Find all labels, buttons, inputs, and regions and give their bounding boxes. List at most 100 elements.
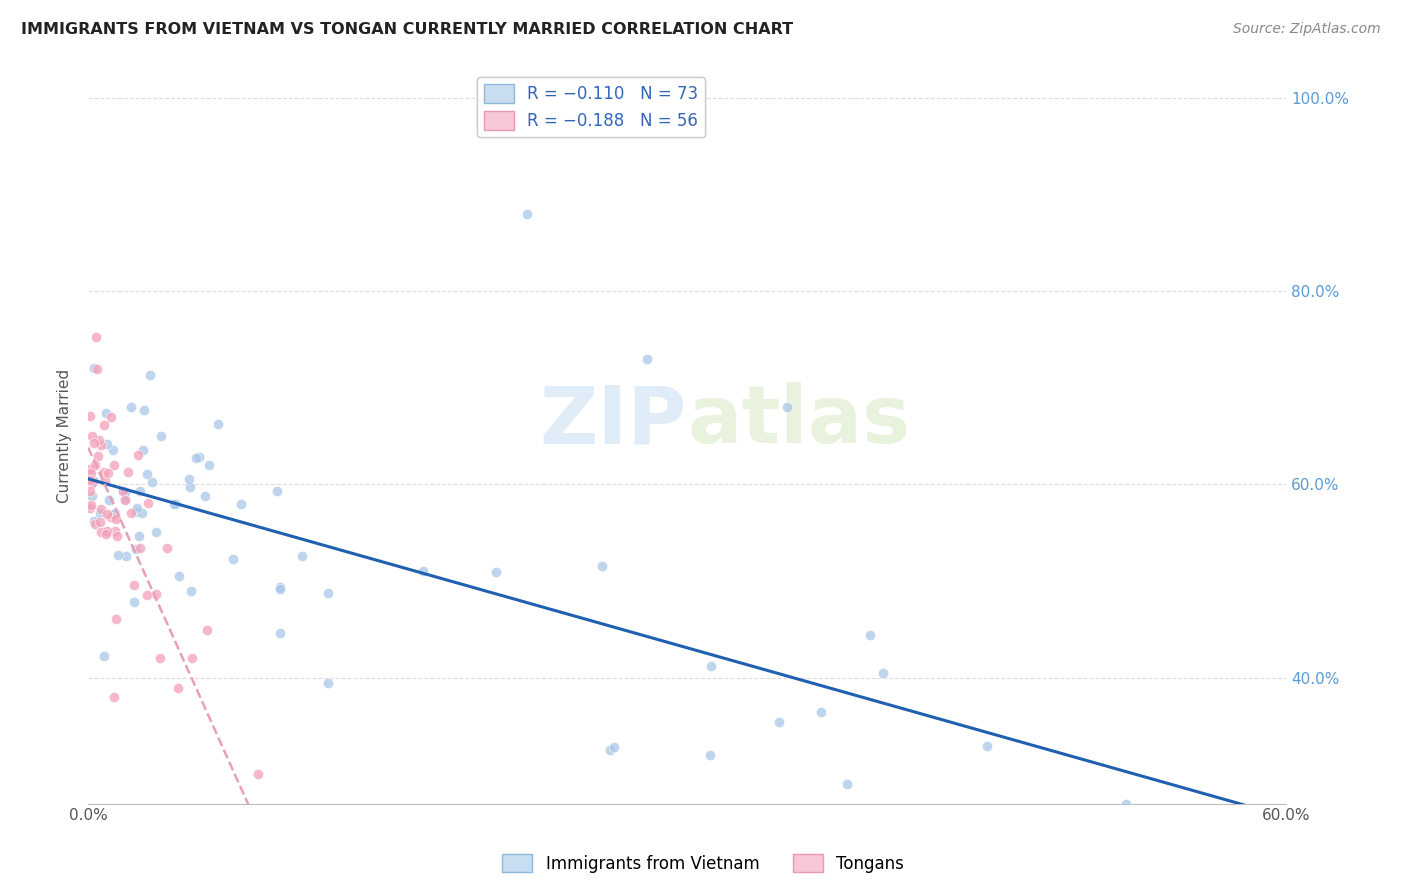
Point	[131, 506, 153, 520]
Point	[82, 476, 104, 491]
Point	[145, 525, 167, 540]
Point	[179, 472, 201, 486]
Point	[1130, 809, 1153, 823]
Text: Source: ZipAtlas.com: Source: ZipAtlas.com	[1233, 22, 1381, 37]
Point	[207, 417, 229, 431]
Point	[98, 492, 121, 507]
Point	[269, 581, 291, 595]
Point	[80, 499, 103, 513]
Point	[125, 504, 148, 518]
Point	[93, 418, 115, 433]
Point	[859, 627, 882, 641]
Point	[103, 458, 125, 472]
Point	[104, 524, 127, 538]
Point	[107, 549, 129, 563]
Point	[1140, 830, 1163, 844]
Point	[636, 351, 658, 366]
Point	[269, 582, 291, 596]
Point	[79, 409, 101, 423]
Point	[114, 491, 136, 506]
Point	[141, 475, 163, 489]
Point	[485, 565, 508, 579]
Point	[810, 705, 832, 719]
Point	[104, 612, 127, 626]
Point	[145, 587, 167, 601]
Point	[94, 474, 117, 488]
Point	[150, 428, 173, 442]
Point	[101, 442, 124, 457]
Y-axis label: Currently Married: Currently Married	[58, 369, 72, 503]
Point	[129, 483, 152, 498]
Point	[132, 442, 155, 457]
Point	[90, 437, 112, 451]
Point	[699, 747, 721, 762]
Point	[104, 512, 127, 526]
Point	[156, 541, 179, 556]
Point	[516, 206, 538, 220]
Point	[96, 437, 118, 451]
Point	[114, 492, 136, 507]
Point	[184, 450, 207, 465]
Point	[100, 509, 122, 524]
Point	[1115, 797, 1137, 811]
Point	[87, 449, 110, 463]
Point	[229, 498, 252, 512]
Point	[82, 429, 104, 443]
Point	[180, 583, 202, 598]
Point	[79, 474, 101, 488]
Point	[96, 507, 118, 521]
Point	[111, 483, 134, 498]
Point	[83, 514, 105, 528]
Point	[89, 433, 111, 447]
Point	[89, 515, 111, 529]
Point	[591, 558, 613, 573]
Point	[103, 507, 125, 521]
Point	[122, 578, 145, 592]
Point	[194, 489, 217, 503]
Point	[602, 739, 624, 754]
Point	[776, 400, 799, 414]
Point	[100, 410, 122, 425]
Point	[103, 690, 125, 705]
Point	[86, 362, 108, 376]
Point	[149, 650, 172, 665]
Point	[222, 552, 245, 566]
Point	[80, 466, 103, 480]
Point	[136, 467, 159, 482]
Point	[79, 501, 101, 516]
Point	[269, 625, 291, 640]
Point	[291, 549, 314, 563]
Point	[122, 595, 145, 609]
Point	[136, 588, 159, 602]
Point	[165, 497, 187, 511]
Point	[181, 650, 204, 665]
Point	[97, 466, 120, 480]
Point	[163, 497, 186, 511]
Text: ZIP: ZIP	[540, 383, 688, 460]
Point	[128, 541, 150, 555]
Point	[82, 489, 104, 503]
Point	[872, 666, 894, 681]
Point	[125, 541, 148, 556]
Point	[127, 500, 149, 515]
Point	[114, 487, 136, 501]
Point	[79, 484, 101, 499]
Point	[96, 406, 118, 420]
Point	[115, 549, 138, 563]
Text: atlas: atlas	[688, 383, 910, 460]
Point	[89, 506, 111, 520]
Point	[768, 714, 790, 729]
Point	[835, 777, 858, 791]
Point	[179, 480, 201, 494]
Point	[884, 823, 907, 838]
Point	[316, 586, 339, 600]
Point	[412, 564, 434, 578]
Point	[83, 474, 105, 488]
Point	[83, 436, 105, 450]
Point	[246, 767, 269, 781]
Point	[83, 361, 105, 376]
Point	[114, 484, 136, 499]
Point	[105, 529, 128, 543]
Point	[316, 676, 339, 690]
Point	[120, 506, 142, 520]
